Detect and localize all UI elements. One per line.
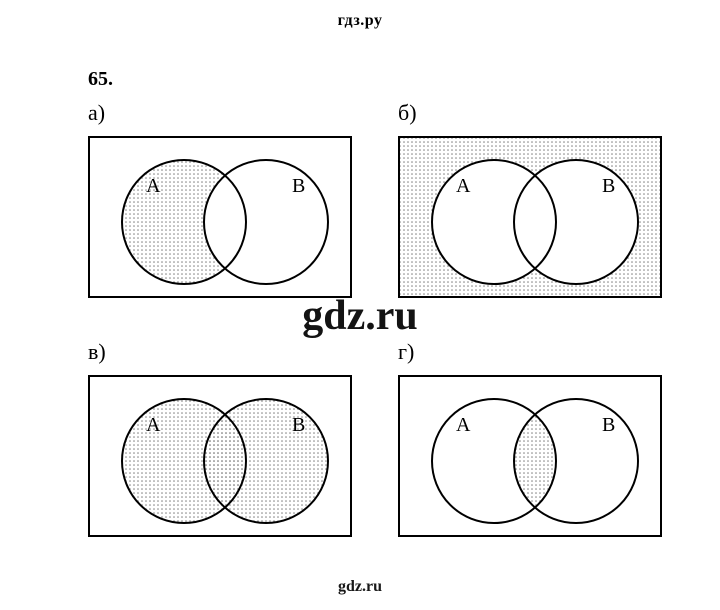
problem-number: 65. — [88, 68, 113, 91]
watermark-bottom: gdz.ru — [0, 578, 720, 596]
set-label-a: A — [146, 414, 161, 436]
diagram-cell-v: в) AB — [62, 339, 372, 542]
diagram-label: б) — [398, 100, 682, 126]
set-label-b: B — [292, 414, 305, 436]
diagram-label: в) — [88, 339, 372, 365]
diagram-cell-g: г) AB — [372, 339, 682, 542]
diagram-row: в) AB г) AB — [62, 339, 682, 542]
venn-container: AB — [398, 136, 682, 303]
set-label-b: B — [292, 175, 305, 197]
set-label-a: A — [146, 175, 161, 197]
set-label-a: A — [456, 175, 471, 197]
diagram-label: г) — [398, 339, 682, 365]
set-label-b: B — [602, 175, 615, 197]
venn-diagram: AB — [398, 136, 662, 298]
diagram-label: а) — [88, 100, 372, 126]
diagram-grid: а) AB б) AB в) AB г) AB — [62, 100, 682, 578]
diagram-cell-b: б) AB — [372, 100, 682, 303]
venn-diagram: AB — [88, 136, 352, 298]
diagram-cell-a: а) AB — [62, 100, 372, 303]
set-label-b: B — [602, 414, 615, 436]
diagram-row: а) AB б) AB — [62, 100, 682, 303]
venn-container: AB — [88, 375, 372, 542]
venn-container: AB — [88, 136, 372, 303]
venn-diagram: AB — [88, 375, 352, 537]
set-label-a: A — [456, 414, 471, 436]
venn-container: AB — [398, 375, 682, 542]
venn-diagram: AB — [398, 375, 662, 537]
site-header: гдз.ру — [0, 0, 720, 30]
